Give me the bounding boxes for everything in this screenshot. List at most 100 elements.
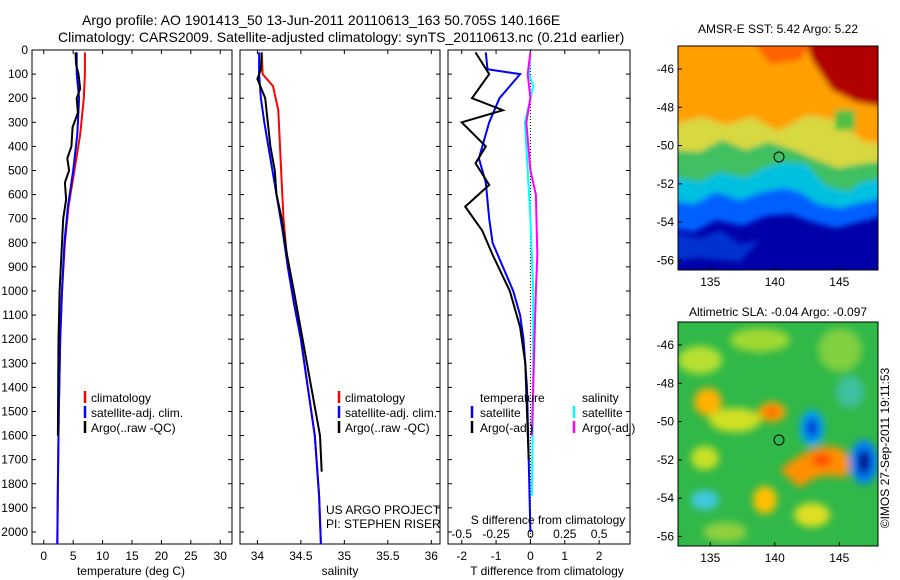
- x-tick-label: 1: [561, 549, 568, 563]
- salinity-xlabel: salinity: [322, 564, 359, 578]
- map-x-tick-label: 135: [700, 551, 720, 565]
- sst-argo-marker: [773, 151, 785, 163]
- difference-xlabel: T difference from climatology: [470, 564, 624, 578]
- sst-title: AMSR-E SST: 5.42 Argo: 5.22: [698, 22, 858, 36]
- project-line-2: PI: STEPHEN RISER: [326, 517, 441, 531]
- salinity-legend: climatology satellite-adj. clim. Argo(..…: [337, 391, 437, 435]
- x-tick-label: 15: [125, 549, 139, 563]
- map-y-tick-label: -50: [657, 415, 675, 429]
- sla-argo-marker: [773, 434, 785, 446]
- depth-tick-label: 200: [8, 91, 28, 105]
- map-y-tick-label: -48: [657, 376, 675, 390]
- depth-tick-label: 100: [8, 67, 28, 81]
- x-tick-label: 20: [155, 549, 169, 563]
- x-tick-label: 36: [425, 549, 439, 563]
- depth-tick-label: 2000: [1, 525, 28, 539]
- map-y-tick-label: -50: [657, 139, 675, 153]
- sst-ticks: 135 140 145 -46 -48 -50 -52 -54 -56: [657, 62, 850, 289]
- sla-ticks: 135 140 145 -46 -48 -50 -52 -54 -56: [657, 338, 850, 565]
- header-line-1: Argo profile: AO 1901413_50 13-Jun-2011 …: [82, 12, 560, 28]
- x-tick-label: 2: [596, 549, 603, 563]
- legend-argo-raw-sal: Argo(..raw -QC): [345, 421, 430, 435]
- x2-tick-label: 0.5: [591, 527, 608, 541]
- legend-temp-satellite: satellite: [480, 406, 521, 420]
- series-line-2: [256, 52, 323, 472]
- series-line-2: [523, 52, 535, 496]
- x-tick-label: -2: [456, 549, 467, 563]
- difference-x2label: S difference from climatology: [471, 513, 626, 527]
- difference-axes: [447, 49, 631, 545]
- legend-argo-raw: Argo(..raw -QC): [91, 421, 176, 435]
- x-tick-label: 35.5: [376, 549, 400, 563]
- depth-tick-label: 1300: [1, 356, 28, 370]
- legend-sal-satellite: satellite: [582, 406, 623, 420]
- temperature-xlabel: temperature (deg C): [77, 564, 185, 578]
- x-tick-label: 5: [70, 549, 77, 563]
- x-tick-label: 35: [338, 549, 352, 563]
- x-tick-label: -1: [491, 549, 502, 563]
- depth-tick-label: 900: [8, 260, 28, 274]
- legend-temp-argo: Argo(-adj): [480, 421, 533, 435]
- map-x-tick-label: 140: [765, 275, 785, 289]
- imos-stamp: ©IMOS 27-Sep-2011 19:11:53: [878, 367, 892, 528]
- series-line-3: [525, 52, 539, 436]
- project-line-1: US ARGO PROJECT: [326, 503, 441, 517]
- x2-tick-label: -0.25: [482, 527, 510, 541]
- legend-climatology: climatology: [91, 391, 151, 405]
- depth-tick-label: 1800: [1, 477, 28, 491]
- difference-legend: temperature satellite Argo(-adj) salinit…: [470, 391, 635, 435]
- map-x-tick-label: 140: [765, 551, 785, 565]
- series-line-0: [477, 52, 532, 533]
- depth-tick-label: 1400: [1, 380, 28, 394]
- map-x-tick-label: 145: [829, 275, 849, 289]
- map-y-tick-label: -56: [657, 253, 675, 267]
- map-y-tick-label: -48: [657, 100, 675, 114]
- map-y-tick-label: -46: [657, 62, 675, 76]
- temperature-legend: climatology satellite-adj. clim. Argo(..…: [83, 391, 183, 435]
- depth-tick-labels: 0 100 200 300 400 500 600 700 800 900 1000 1100 1200…: [1, 43, 28, 539]
- x-tick-label: 25: [184, 549, 198, 563]
- series-line-1: [459, 51, 530, 460]
- x-tick-label: 30: [214, 549, 228, 563]
- map-y-tick-label: -52: [657, 453, 675, 467]
- header-line-2: Climatology: CARS2009. Satellite-adjuste…: [58, 29, 624, 45]
- temperature-plot: 0 5 10 15 20 25 30: [32, 49, 232, 563]
- legend-sal-argo: Argo(-adj): [582, 421, 635, 435]
- map-x-tick-label: 145: [829, 551, 849, 565]
- depth-tick-label: 1500: [1, 404, 28, 418]
- x-tick-label: 0: [40, 549, 47, 563]
- depth-tick-label: 700: [8, 212, 28, 226]
- sla-title: Altimetric SLA: -0.04 Argo: -0.097: [689, 305, 867, 319]
- depth-tick-label: 1200: [1, 332, 28, 346]
- x-tick-label: 34: [251, 549, 265, 563]
- depth-tick-label: 1700: [1, 453, 28, 467]
- depth-tick-label: 1900: [1, 501, 28, 515]
- depth-tick-label: 300: [8, 115, 28, 129]
- x-tick-label: 0: [527, 549, 534, 563]
- x-tick-label: 34.5: [289, 549, 313, 563]
- map-y-tick-label: -46: [657, 338, 675, 352]
- depth-tick-label: 1000: [1, 284, 28, 298]
- legend-temperature-header: temperature: [480, 391, 545, 405]
- sst-axes: [677, 45, 879, 271]
- x2-tick-label: 0.25: [553, 527, 577, 541]
- map-x-tick-label: 135: [700, 275, 720, 289]
- legend-salinity-header: salinity: [582, 391, 619, 405]
- salinity-plot: 34 34.5 35 35.5 36: [240, 49, 440, 563]
- depth-tick-label: 800: [8, 236, 28, 250]
- legend-climatology-sal: climatology: [345, 391, 405, 405]
- series-line-2: [56, 52, 82, 436]
- depth-tick-label: 0: [21, 43, 28, 57]
- x-tick-label: 10: [96, 549, 110, 563]
- sla-axes: [677, 321, 879, 547]
- sst-map: [678, 46, 878, 270]
- depth-tick-label: 500: [8, 163, 28, 177]
- depth-tick-label: 1600: [1, 429, 28, 443]
- map-y-tick-label: -54: [657, 491, 675, 505]
- series-line-0: [260, 52, 322, 545]
- sla-map: [678, 322, 878, 546]
- map-y-tick-label: -54: [657, 215, 675, 229]
